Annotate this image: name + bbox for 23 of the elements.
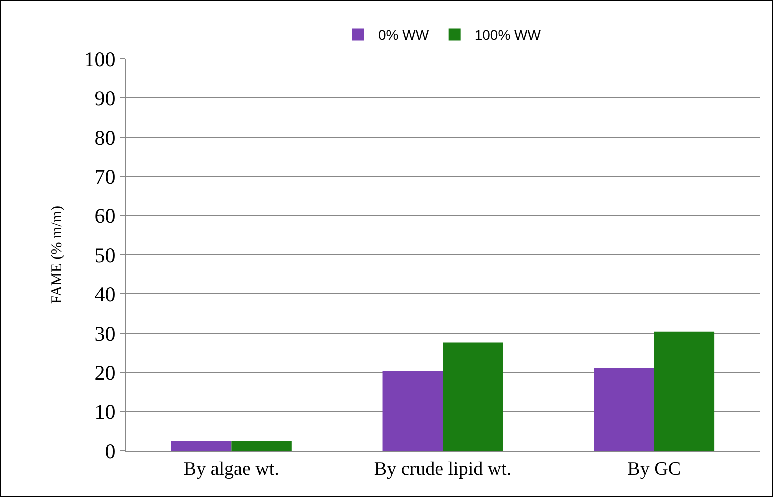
y-tick-label: 50 xyxy=(94,243,116,268)
legend-label: 100% WW xyxy=(474,27,542,44)
y-tick-label: 10 xyxy=(94,400,116,424)
y-tick-label: 60 xyxy=(94,204,116,228)
x-tick-label: By algae wt. xyxy=(184,458,280,480)
bar xyxy=(443,342,504,451)
y-tick-label: 40 xyxy=(94,282,116,307)
y-tick-label: 20 xyxy=(94,360,116,385)
y-tick-label: 70 xyxy=(94,164,116,189)
bar xyxy=(232,441,292,451)
x-tick-label: By GC xyxy=(628,458,681,480)
bar xyxy=(654,332,715,451)
x-tick-label: By crude lipid wt. xyxy=(374,458,512,480)
bar xyxy=(171,441,232,451)
y-axis-title: FAME (% m/m) xyxy=(50,206,66,304)
legend-label: 0% WW xyxy=(378,27,430,44)
bar xyxy=(594,368,654,451)
y-tick-label: 100 xyxy=(84,47,116,72)
y-tick-label: 80 xyxy=(94,126,116,150)
bar xyxy=(382,371,443,451)
y-tick-label: 90 xyxy=(94,86,116,111)
y-tick-label: 30 xyxy=(94,322,116,346)
y-tick-label: 0 xyxy=(105,439,116,464)
